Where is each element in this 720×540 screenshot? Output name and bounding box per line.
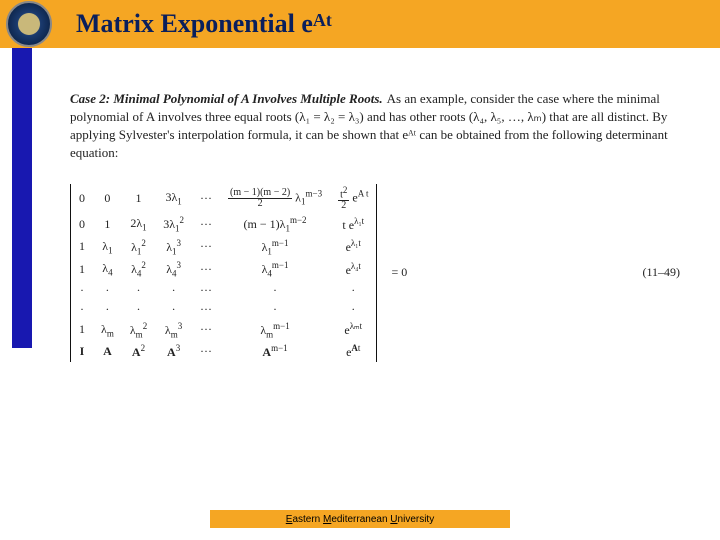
case-heading: Case 2: Minimal Polynomial of A Involves… [70,91,383,106]
side-accent-bar [12,48,32,348]
determinant-equation: 0013λ1··· (m − 1)(m − 2)2 λ1m−3 t22 eA t… [70,184,670,362]
equation-number: (11–49) [642,265,680,280]
header-bar: Matrix Exponential eAt [0,0,720,48]
slide-title: Matrix Exponential eAt [76,9,332,39]
determinant: 0013λ1··· (m − 1)(m − 2)2 λ1m−3 t22 eA t… [70,184,377,362]
university-logo [6,1,52,47]
title-superscript: At [313,10,332,30]
det-bar-right [376,184,377,362]
matrix-table: 0013λ1··· (m − 1)(m − 2)2 λ1m−3 t22 eA t… [71,184,376,362]
equals-zero: = 0 [391,265,407,280]
case-paragraph: Case 2: Minimal Polynomial of A Involves… [70,90,670,162]
title-text: Matrix Exponential e [76,9,313,38]
content-area: Case 2: Minimal Polynomial of A Involves… [70,70,670,362]
footer-text: Eastern Mediterranean University [286,514,434,525]
footer-bar: Eastern Mediterranean University [210,510,510,528]
equation-row: 0013λ1··· (m − 1)(m − 2)2 λ1m−3 t22 eA t… [70,184,670,362]
